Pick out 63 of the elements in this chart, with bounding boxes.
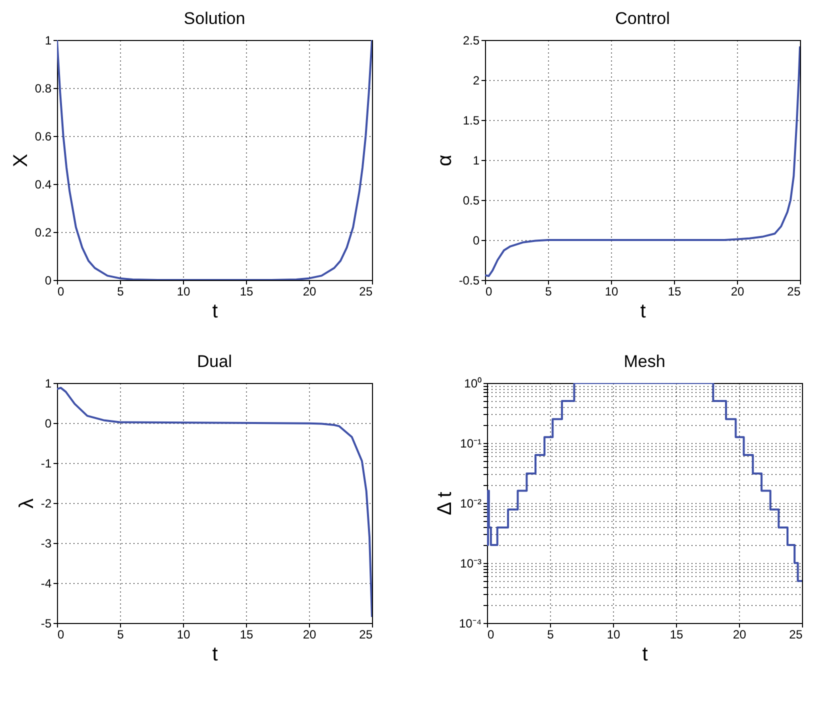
y-tick-label: 2 (472, 74, 480, 88)
x-tick-label: 25 (359, 628, 373, 642)
x-tick-label: 25 (359, 284, 373, 298)
x-tick-label: 20 (730, 284, 744, 298)
y-tick-label: 0.8 (34, 82, 52, 96)
x-tick-label: 25 (789, 628, 803, 642)
x-axis-title: t (642, 644, 648, 666)
y-tick-label: 0 (44, 416, 52, 430)
x-tick-label: 15 (670, 628, 684, 642)
x-tick-label: 10 (606, 628, 620, 642)
y-tick-label: -1 (40, 456, 52, 470)
y-tick-label: 10⁻⁴ (458, 616, 482, 630)
x-tick-label: 10 (176, 284, 190, 298)
x-tick-label: 25 (787, 284, 801, 298)
y-tick-label: -2 (40, 496, 52, 510)
y-tick-label: 2.5 (462, 34, 480, 48)
x-tick-label: 15 (668, 284, 682, 298)
y-tick-label: 10⁰ (464, 376, 482, 390)
y-tick-label: 1 (44, 34, 52, 48)
x-tick-label: 15 (240, 628, 254, 642)
y-tick-label: -5 (40, 616, 52, 630)
chart-title: Dual (197, 352, 232, 371)
x-tick-label: 20 (302, 284, 316, 298)
line-series (485, 45, 800, 277)
y-axis-title: λ (16, 498, 38, 508)
y-tick-label: 1.5 (462, 114, 480, 128)
y-axis-title: Δ t (434, 491, 456, 516)
x-tick-label: 10 (176, 628, 190, 642)
x-axis-title: t (640, 300, 646, 322)
line-series (57, 386, 372, 618)
x-tick-label: 5 (117, 284, 124, 298)
x-tick-label: 10 (604, 284, 618, 298)
chart-title: Mesh (624, 352, 666, 371)
x-tick-label: 0 (58, 284, 64, 298)
y-tick-label: -0.5 (458, 274, 480, 288)
x-tick-label: 15 (240, 284, 254, 298)
x-tick-label: 0 (58, 628, 64, 642)
y-tick-label: 0.2 (34, 226, 52, 240)
y-tick-label: -4 (40, 576, 52, 590)
x-axis-title: t (212, 300, 218, 322)
y-tick-label: 1 (44, 376, 52, 390)
chart-title: Solution (184, 9, 246, 28)
x-tick-label: 5 (545, 284, 552, 298)
y-tick-label: 0.4 (34, 178, 52, 192)
chart-title: Control (615, 9, 670, 28)
y-tick-label: 1 (472, 154, 480, 168)
x-tick-label: 20 (732, 628, 746, 642)
y-tick-label: -3 (40, 536, 52, 550)
y-tick-label: 10⁻² (460, 496, 482, 510)
x-tick-label: 5 (547, 628, 554, 642)
x-tick-label: 0 (486, 284, 492, 298)
y-tick-label: 0 (472, 234, 480, 248)
y-tick-label: 0 (44, 274, 52, 288)
x-tick-label: 20 (302, 628, 316, 642)
x-axis-title: t (212, 644, 218, 666)
y-tick-label: 0.5 (462, 194, 480, 208)
y-axis-title: α (434, 154, 456, 166)
y-axis-title: X (10, 154, 32, 168)
y-tick-label: 10⁻³ (460, 556, 482, 570)
x-tick-label: 0 (488, 628, 494, 642)
y-tick-label: 0.6 (34, 130, 52, 144)
x-tick-label: 5 (117, 628, 124, 642)
y-tick-label: 10⁻¹ (460, 436, 482, 450)
